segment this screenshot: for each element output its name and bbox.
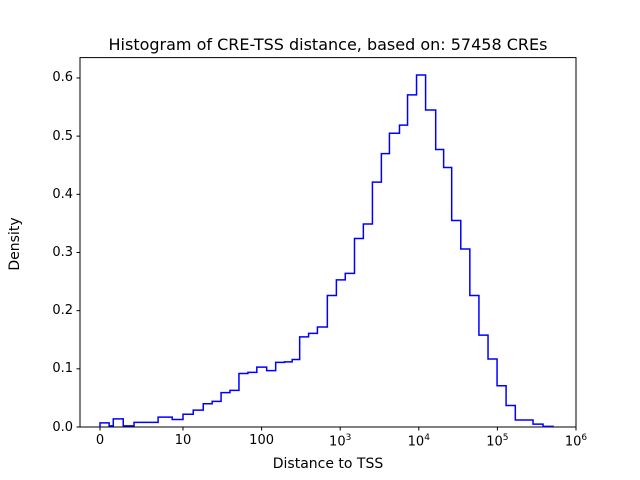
x-tick-label: 10 (174, 433, 192, 448)
y-tick-label: 0.2 (52, 303, 73, 319)
y-axis-label: Density (7, 217, 23, 271)
axes-spines (79, 57, 577, 428)
x-tick-label: 100 (249, 433, 274, 448)
y-tick-label: 0.1 (52, 361, 73, 377)
x-axis-label: Distance to TSS (272, 456, 384, 472)
y-tick-label: 0.0 (52, 419, 73, 435)
y-tick-label: 0.5 (52, 128, 73, 144)
x-tick-label: 103 (329, 433, 352, 450)
x-tick-label: 0 (95, 433, 105, 448)
chart-title: Histogram of CRE-TSS distance, based on:… (108, 35, 548, 54)
x-tick-label: 104 (407, 433, 430, 450)
x-tick-label: 105 (486, 433, 509, 450)
x-tick-label: 106 (564, 433, 588, 450)
y-tick-label: 0.6 (52, 70, 73, 86)
histogram-step-line (99, 74, 554, 428)
y-tick-label: 0.3 (52, 244, 73, 260)
y-tick-label: 0.4 (52, 186, 73, 202)
